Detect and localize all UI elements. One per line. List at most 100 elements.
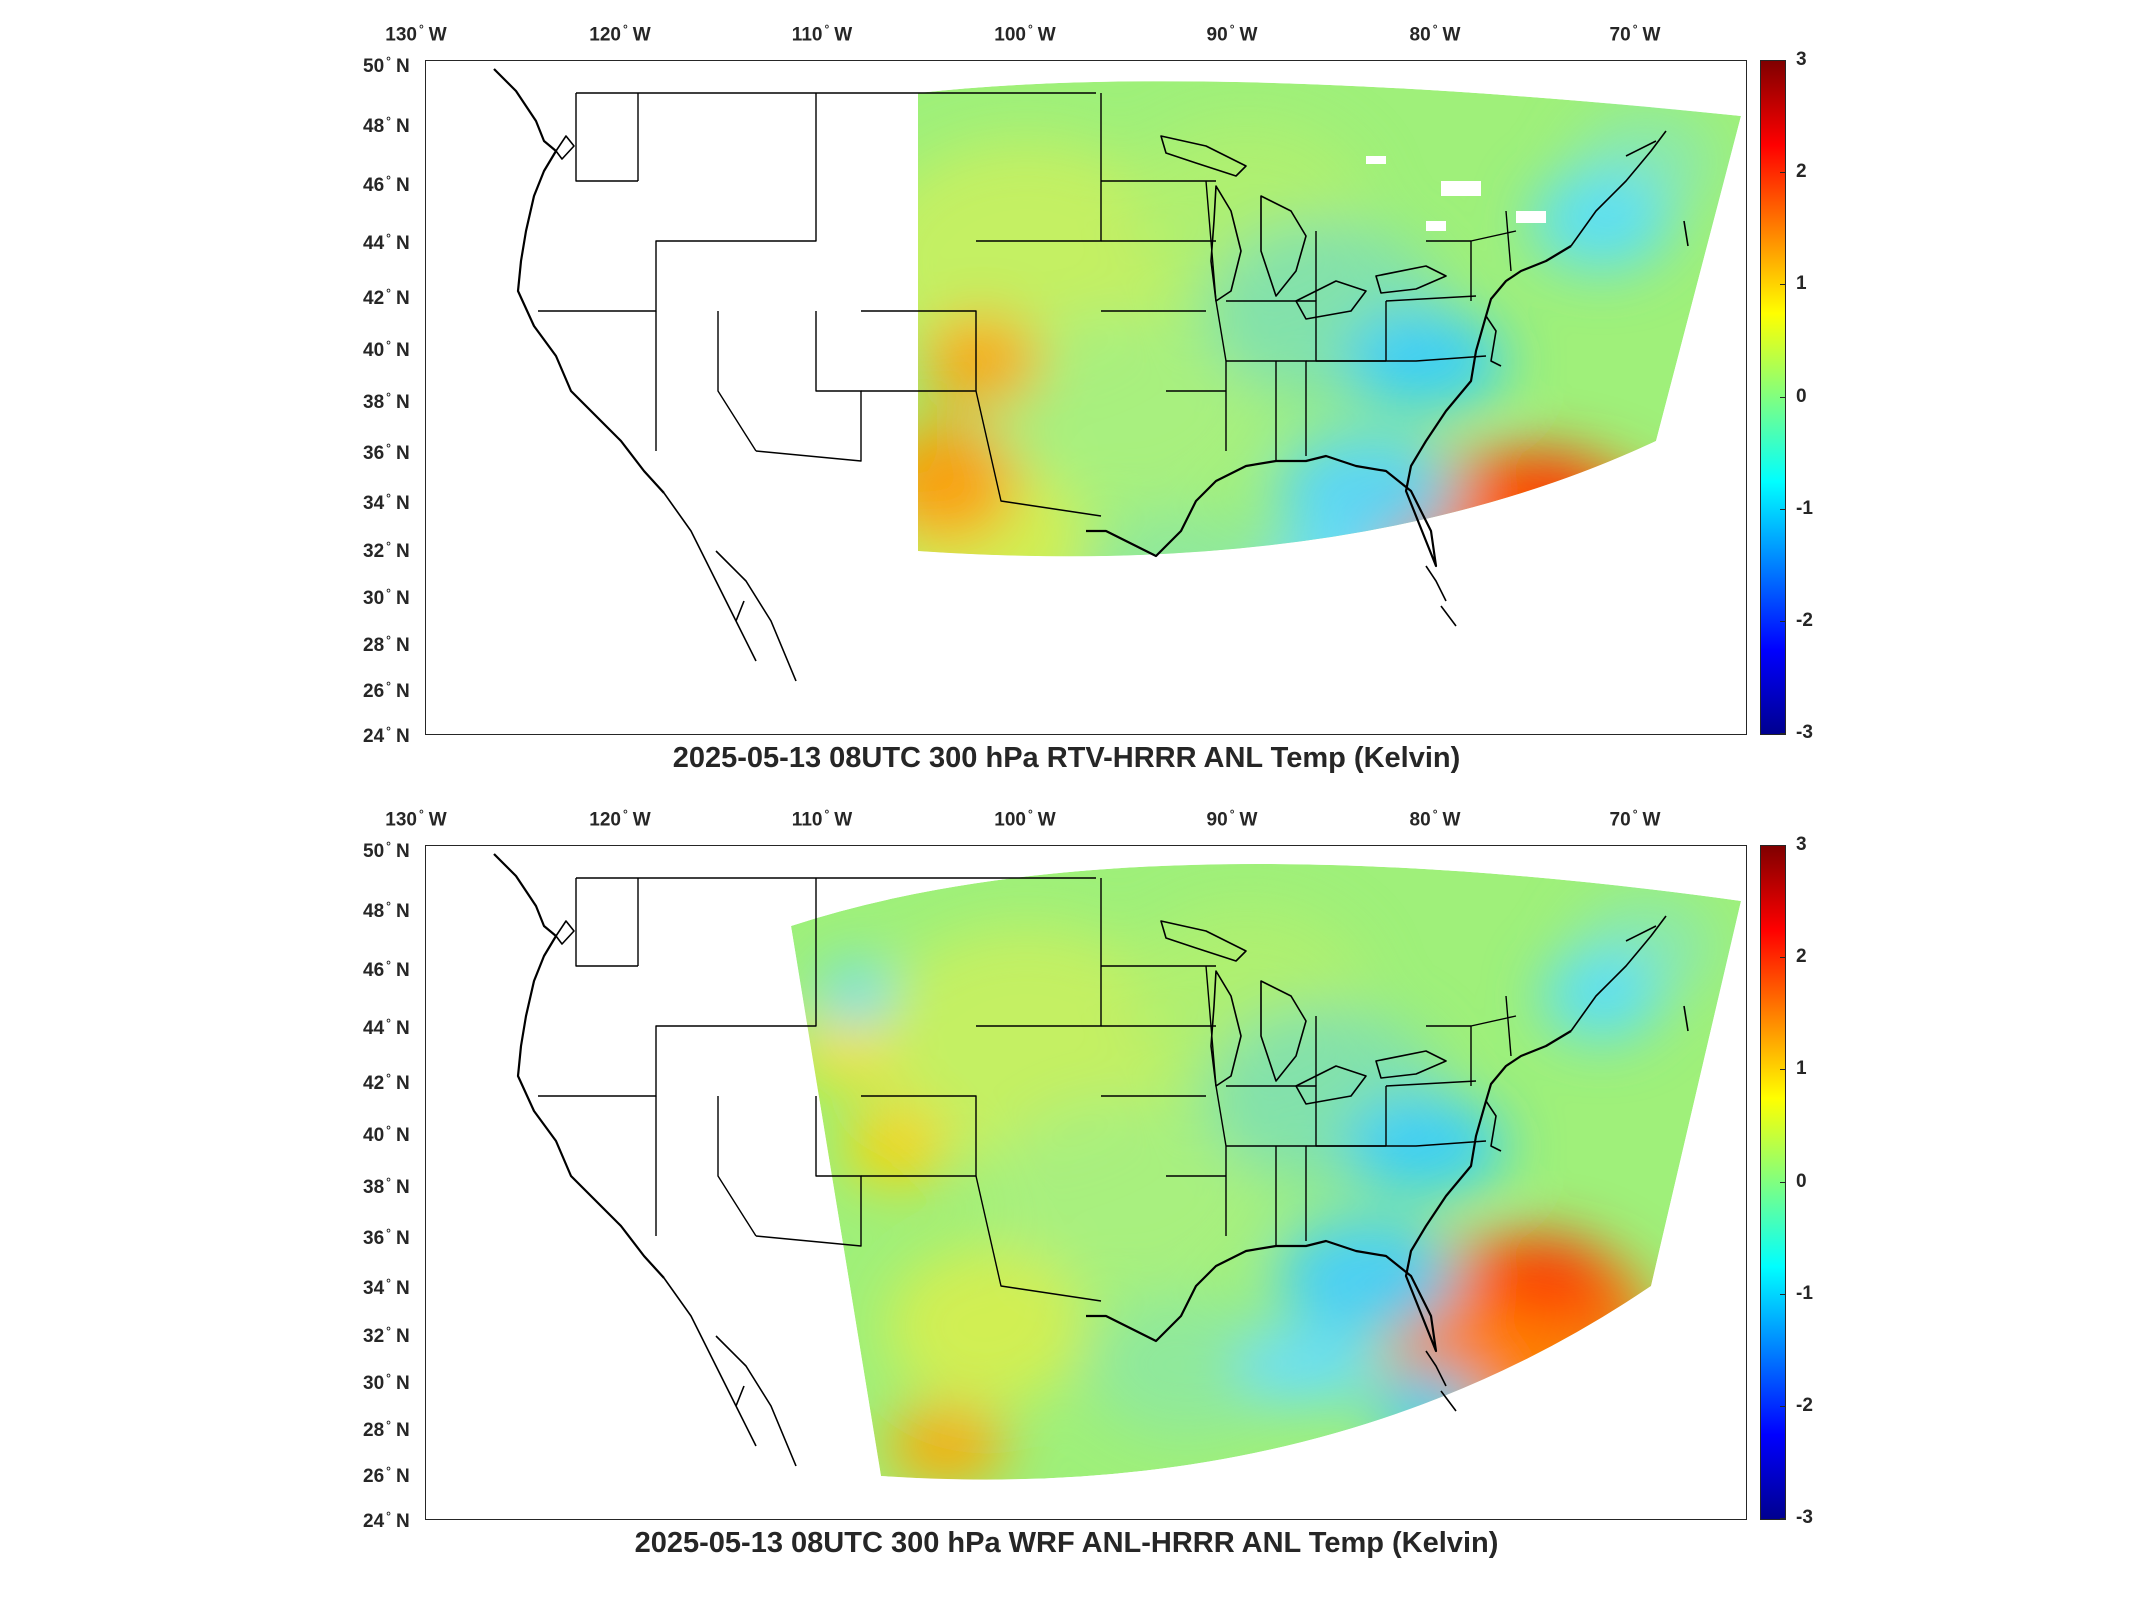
field-shade [986,311,1266,511]
coastlines-and-borders [493,68,1689,682]
lat-tick-label: 36 ° N [363,1225,410,1250]
great-lake-outline [1295,1065,1367,1105]
great-lake-outline [1210,185,1242,302]
state-border [538,878,817,1097]
colorbar-tick-label: -1 [1796,497,1813,519]
chesapeake-bay [1485,315,1502,367]
colorbar-tick-label: 0 [1796,385,1807,407]
map-panel-top: 130 ° W 120 ° W 110 ° W 100 ° W 90 ° W 80 ° W 70 ° W 50 ° N 48 °… [0,0,2133,785]
colorbar-tick-label: -2 [1796,1394,1813,1416]
west-coastline [493,853,665,1279]
warm-anomaly [1486,1236,1606,1316]
lat-tick-label: 36 ° N [363,440,410,465]
colorbar-tick-label: 2 [1796,161,1807,183]
state-border [1385,1080,1477,1087]
great-lake-outline [1375,265,1447,294]
cool-anomaly [1276,431,1456,551]
lat-tick-label: 42 ° N [363,1070,410,1095]
colorbar-tick-mark [1780,1181,1785,1183]
map-canvas [493,853,1741,1480]
lat-tick-label: 40 ° N [363,1122,410,1147]
state-border [975,390,1102,517]
state-border [575,878,638,967]
lat-tick-label: 26 ° N [363,678,410,703]
colorbar-tick-mark [1780,620,1785,622]
warm-anomaly [1366,521,1586,557]
lat-tick-label: 24 ° N [363,723,410,748]
missing-data-patch [1366,156,1386,164]
puget-sound [555,135,575,160]
lon-tick-label: 130 ° W [385,807,447,831]
great-lake-outline [1160,135,1247,177]
east-gulf-coastline [1086,245,1572,568]
cool-anomaly [1236,1326,1376,1406]
lon-tick-label: 120 ° W [589,807,651,831]
lon-tick-label: 80 ° W [1409,22,1461,46]
state-border [1306,355,1487,362]
puget-sound [555,920,575,945]
warm-anomaly [911,651,991,711]
colorbar-tick-mark [1780,1518,1785,1519]
state-border [861,310,977,392]
state-border [1505,995,1512,1057]
lon-tick-label: 120 ° W [589,22,651,46]
temperature-field [791,863,1741,1480]
lat-tick-label: 34 ° N [363,1275,410,1300]
great-lake-outline [1210,970,1242,1087]
baja-california [663,1277,797,1467]
lon-tick-label: 70 ° W [1609,22,1661,46]
colorbar-tick-label: 1 [1796,1058,1807,1080]
colorbar-tick-label: -3 [1796,722,1813,743]
lat-tick-label: 34 ° N [363,490,410,515]
great-lake-outline [1375,1050,1447,1079]
state-border [717,311,757,452]
state-border [1385,295,1477,302]
lat-tick-label: 38 ° N [363,389,410,414]
map-frame [425,60,1747,735]
cool-anomaly [821,961,891,1031]
lat-tick-label: 42 ° N [363,285,410,310]
colorbar-tick-label: 0 [1796,1170,1807,1192]
field-shade [1086,511,1286,557]
cool-anomaly [1266,531,1386,557]
lat-tick-label: 30 ° N [363,1370,410,1395]
colorbar-tick-mark [1780,957,1785,959]
east-gulf-coastline [1086,1030,1572,1353]
map-canvas [493,68,1741,711]
panel-title: 2025-05-13 08UTC 300 hPa WRF ANL-HRRR AN… [634,1527,1499,1559]
lon-tick-label: 70 ° W [1609,807,1661,831]
lon-tick-label: 110 ° W [791,807,853,831]
missing-data-patch [1426,221,1446,231]
coastlines-and-borders [493,853,1689,1467]
state-border [717,1096,757,1237]
lat-tick-label: 38 ° N [363,1174,410,1199]
colorbar-tick-label: 3 [1796,49,1807,70]
warm-anomaly [921,316,1041,406]
field-shade [886,1246,1086,1406]
colorbar-tick-label: 2 [1796,946,1807,968]
map-frame [425,845,1747,1520]
colorbar-tick-mark [1780,60,1785,61]
lat-tick-label: 48 ° N [363,898,410,923]
warm-anomaly [1486,451,1606,531]
lon-tick-label: 80 ° W [1409,807,1461,831]
colorbar-tick-label: -3 [1796,1507,1813,1528]
lat-tick-label: 28 ° N [363,1417,410,1442]
canada-maritimes-coast [1570,915,1689,1032]
warm-anomaly [846,1106,946,1186]
colorbar [1760,845,1786,1520]
colorbar-tick-mark [1780,733,1785,734]
state-border [538,93,817,312]
state-border [1505,210,1512,272]
lon-tick-label: 100 ° W [994,807,1056,831]
field-shade [986,1096,1266,1296]
lon-tick-label: 90 ° W [1206,22,1258,46]
cool-anomaly [1376,576,1476,656]
state-border [975,1175,1102,1302]
west-coastline [493,68,665,494]
florida-keys [1425,565,1457,627]
lon-tick-label: 110 ° W [791,22,853,46]
colorbar-tick-label: -2 [1796,609,1813,631]
great-lake-outline [1160,920,1247,962]
colorbar-tick-mark [1780,396,1785,398]
